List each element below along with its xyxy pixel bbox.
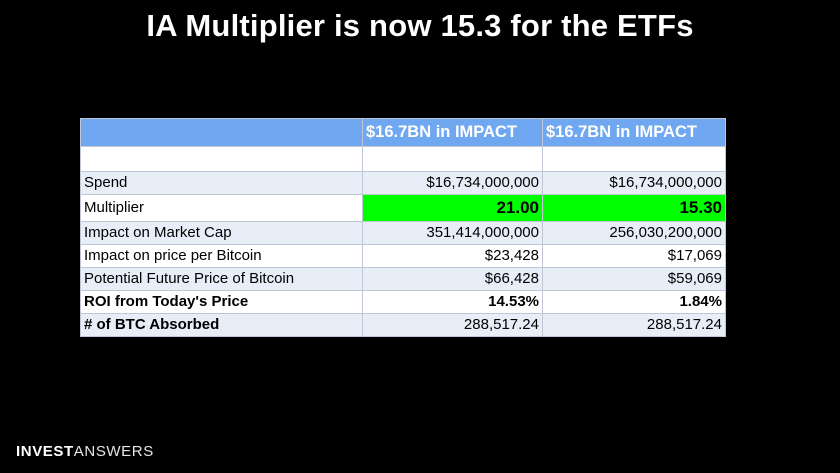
brand-logo: INVESTANSWERS xyxy=(16,443,154,460)
table-header-row: $16.7BN in IMPACT $16.7BN in IMPACT xyxy=(80,118,726,147)
row-value-b: $17,069 xyxy=(542,244,726,268)
row-label: ROI from Today's Price xyxy=(80,290,363,314)
row-value-b: $16,734,000,000 xyxy=(542,171,726,195)
row-value-a: 351,414,000,000 xyxy=(362,221,543,245)
row-value-b: 288,517.24 xyxy=(542,313,726,337)
table-row-roi: ROI from Today's Price 14.53% 1.84% xyxy=(80,290,726,314)
row-value-a: 288,517.24 xyxy=(362,313,543,337)
row-label: Impact on Market Cap xyxy=(80,221,363,245)
header-cell-scenario-a: $16.7BN in IMPACT xyxy=(362,118,543,147)
row-value-b xyxy=(542,146,726,172)
row-value-b: 1.84% xyxy=(542,290,726,314)
header-cell-scenario-b: $16.7BN in IMPACT xyxy=(542,118,726,147)
header-cell-label xyxy=(80,118,363,147)
row-label: Multiplier xyxy=(80,194,363,222)
brand-part-answers: ANSWERS xyxy=(73,443,154,460)
table-row-market-cap: Impact on Market Cap 351,414,000,000 256… xyxy=(80,221,726,245)
row-value-a xyxy=(362,146,543,172)
row-value-b: 256,030,200,000 xyxy=(542,221,726,245)
row-label: Impact on price per Bitcoin xyxy=(80,244,363,268)
row-value-a: $23,428 xyxy=(362,244,543,268)
row-value-a: 21.00 xyxy=(362,194,543,222)
table-row-multiplier: Multiplier 21.00 15.30 xyxy=(80,194,726,222)
row-value-a: 14.53% xyxy=(362,290,543,314)
brand-part-invest: INVEST xyxy=(16,443,74,460)
row-label: Potential Future Price of Bitcoin xyxy=(80,267,363,291)
row-label xyxy=(80,146,363,172)
row-value-b: 15.30 xyxy=(542,194,726,222)
table-row-future-price: Potential Future Price of Bitcoin $66,42… xyxy=(80,267,726,291)
row-value-a: $66,428 xyxy=(362,267,543,291)
table-row-btc-absorbed: # of BTC Absorbed 288,517.24 288,517.24 xyxy=(80,313,726,337)
table-row-blank xyxy=(80,146,726,172)
row-value-a: $16,734,000,000 xyxy=(362,171,543,195)
slide-title: IA Multiplier is now 15.3 for the ETFs xyxy=(146,8,694,43)
row-value-b: $59,069 xyxy=(542,267,726,291)
table-row-price-impact: Impact on price per Bitcoin $23,428 $17,… xyxy=(80,244,726,268)
table-row-spend: Spend $16,734,000,000 $16,734,000,000 xyxy=(80,171,726,195)
impact-table: $16.7BN in IMPACT $16.7BN in IMPACT Spen… xyxy=(80,118,726,337)
row-label: # of BTC Absorbed xyxy=(80,313,363,337)
row-label: Spend xyxy=(80,171,363,195)
